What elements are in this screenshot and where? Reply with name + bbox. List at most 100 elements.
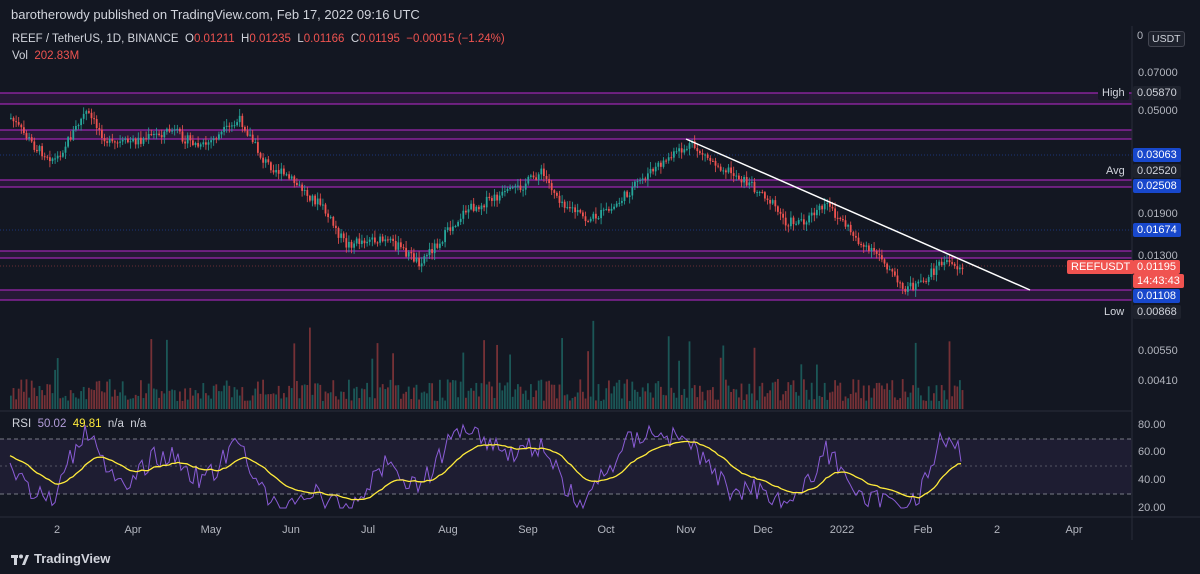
volume-bar [483,340,485,409]
volume-bar [129,398,132,409]
volume-bar [670,387,673,409]
rsi-line [9,423,962,510]
candle-body [75,125,77,130]
volume-bar [727,385,730,409]
candle-body [121,139,124,142]
volume-bar [621,398,623,409]
candle-body [873,247,875,251]
candle-body [478,206,480,210]
volume-bar [792,380,795,409]
volume-bar [883,389,886,409]
volume-bar [751,393,753,409]
candle-body [790,217,792,227]
candle-body [618,202,621,204]
volume-bar [855,392,857,409]
volume-bar [314,383,316,409]
volume-bar [948,341,951,409]
volume-bar [725,379,727,409]
candle-body [823,203,826,210]
volume-bar [826,399,829,409]
candle-body [127,138,129,143]
candle-body [98,128,101,130]
rsi-legend[interactable]: RSI 50.02 49.81 n/a n/a [12,418,146,430]
candle-body [886,263,888,270]
symbol-legend[interactable]: REEF / TetherUS, 1D, BINANCE O0.01211 H0… [12,33,505,45]
candle-body [699,151,701,154]
volume-bar [777,379,779,409]
candle-body [158,133,160,136]
candle-body [680,148,683,153]
symbol-name[interactable]: REEF / TetherUS, 1D, BINANCE [12,33,179,45]
high-value: 0.01235 [249,33,291,45]
volume-bar [33,387,36,409]
volume-legend[interactable]: Vol 202.83M [12,50,79,62]
candle-body [140,137,142,144]
volume-bar [920,395,922,409]
candle-body [241,115,244,128]
tradingview-logo[interactable]: TradingView [11,551,110,566]
volume-bar [467,390,470,409]
volume-bar [77,398,80,409]
volume-bar [865,400,868,409]
time-tick: Jun [282,524,300,536]
candle-body [847,224,849,227]
price-tick: 0.07000 [1138,67,1178,79]
candle-body [488,196,491,199]
candle-body [582,212,584,217]
candle-body [15,121,17,123]
candle-body [857,237,860,245]
volume-bar [257,381,259,409]
trendline[interactable] [685,138,1031,291]
candle-body [678,148,680,152]
candle-body [556,192,558,196]
volume-bar [485,384,488,409]
rsi-tick: 60.00 [1138,446,1166,458]
volume-bar [436,400,439,409]
candle-body [17,122,20,125]
candle-body [566,207,569,209]
candle-body [288,174,290,179]
candle-body [374,237,376,243]
rsi-label: RSI [12,418,32,430]
volume-bar [488,381,491,409]
volume-bar [779,400,782,409]
candle-body [701,153,704,155]
candle-body [25,133,28,139]
candle-body [134,138,137,145]
candle-body [426,255,428,257]
volume-bar [558,384,561,409]
candle-body [745,176,748,186]
volume-bar [688,341,691,409]
volume-bar [244,400,246,409]
currency-badge[interactable]: USDT [1148,31,1185,47]
volume-bar [381,384,384,409]
volume-bar [886,383,888,409]
volume-bar [327,393,329,409]
candle-body [584,216,587,222]
candle-body [597,218,600,220]
candle-body [535,177,537,180]
volume-bar [753,347,756,409]
volume-bar [111,396,114,409]
candle-body [444,230,446,243]
volume-bar [831,391,834,409]
volume-bar [717,399,719,409]
candle-body [795,223,797,225]
volume-bar [501,390,504,409]
volume-bar [545,381,548,409]
volume-bar [605,388,608,409]
candle-body [571,207,574,209]
candle-body [574,207,576,213]
volume-bar [147,383,150,409]
candle-body [314,195,316,205]
volume-bar [465,397,467,409]
volume-bar [145,393,147,409]
time-tick: 2022 [829,524,855,536]
price-tick: 0.05000 [1138,105,1178,117]
volume-bar [584,398,587,409]
candle-body [592,213,595,219]
candle-body [238,115,241,123]
volume-bar [36,396,38,409]
candle-body [309,195,311,201]
